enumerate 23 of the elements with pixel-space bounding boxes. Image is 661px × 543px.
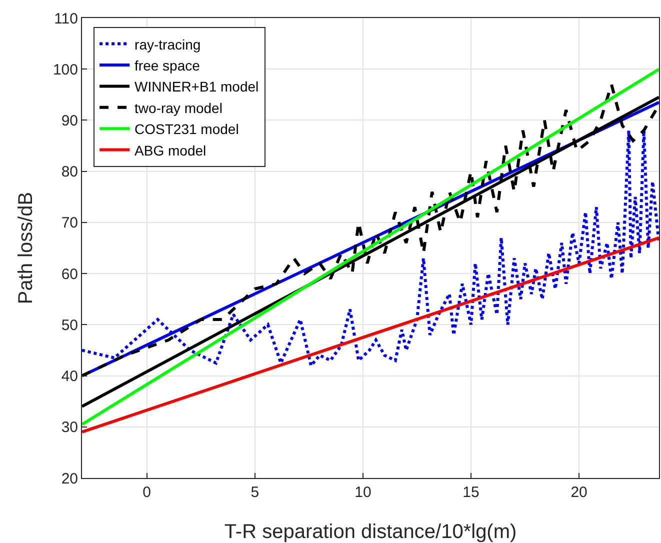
y-tick-label: 80 xyxy=(61,164,78,181)
y-tick-label: 90 xyxy=(61,112,78,130)
legend-label: two-ray model xyxy=(134,100,222,116)
x-tick-label: 20 xyxy=(570,484,588,501)
y-tick-label: 110 xyxy=(54,10,78,28)
y-tick-label: 50 xyxy=(61,316,78,334)
y-tick-label: 20 xyxy=(61,470,78,488)
x-tick-label: 5 xyxy=(250,484,260,501)
legend-label: WINNER+B1 model xyxy=(134,78,259,95)
y-tick-label: 60 xyxy=(61,266,78,283)
y-tick-label: 30 xyxy=(61,419,78,436)
x-tick-label: 10 xyxy=(354,484,372,501)
legend-label: free space xyxy=(134,57,200,74)
y-tick-label: 70 xyxy=(61,214,78,232)
y-axis-title: Path loss/dB xyxy=(15,192,37,304)
x-tick-label: 0 xyxy=(142,484,151,501)
x-tick-label: 15 xyxy=(462,484,480,501)
y-tick-label: 100 xyxy=(52,61,78,78)
y-tick-label: 40 xyxy=(61,368,78,386)
legend-label: ABG model xyxy=(134,142,206,158)
legend-label: COST231 model xyxy=(134,121,239,138)
x-axis-title: T-R separation distance/10*lg(m) xyxy=(224,521,517,543)
legend-label: ray-tracing xyxy=(134,36,201,52)
